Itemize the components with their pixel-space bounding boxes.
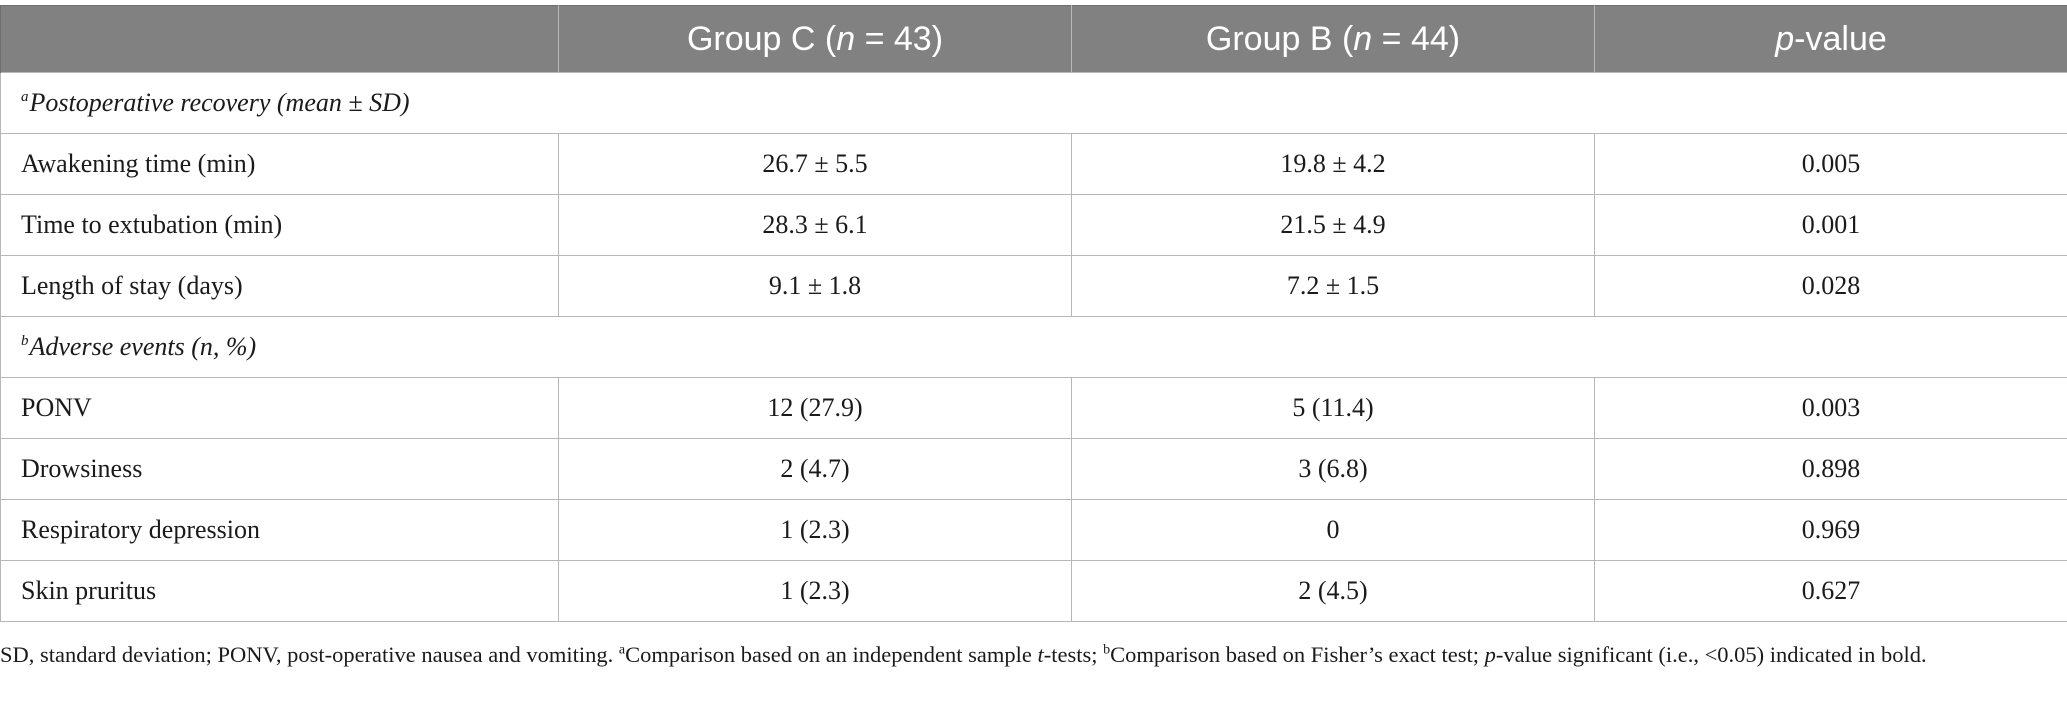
group-c-value: 12 (27.9)	[558, 377, 1072, 439]
group-b-value: 5 (11.4)	[1071, 377, 1595, 439]
group-c-value: 9.1 ± 1.8	[558, 255, 1072, 317]
group-b-value: 19.8 ± 4.2	[1071, 133, 1595, 195]
table-row: Skin pruritus 1 (2.3) 2 (4.5) 0.627	[0, 560, 2067, 622]
group-b-value: 7.2 ± 1.5	[1071, 255, 1595, 317]
header-group-b-label: Group B (	[1205, 19, 1354, 58]
table-row: Awakening time (min) 26.7 ± 5.5 19.8 ± 4…	[0, 133, 2067, 195]
header-group-b-n: n	[1353, 19, 1373, 58]
row-label: Length of stay (days)	[0, 255, 559, 317]
header-group-c-n: n	[836, 19, 856, 58]
footnote-p-italic: p	[1484, 642, 1496, 667]
section-marker: b	[21, 333, 29, 350]
footnote-marker-b: b	[1103, 642, 1111, 658]
table-header: Group C (n = 43) Group B (n = 44) p-valu…	[0, 5, 2067, 73]
group-c-value: 2 (4.7)	[558, 438, 1072, 500]
p-value: 0.028	[1594, 255, 2067, 317]
section-row-postoperative-recovery: aPostoperative recovery (mean ± SD)	[0, 72, 2067, 134]
table-footnote: SD, standard deviation; PONV, post-opera…	[0, 638, 2060, 672]
table-row: Respiratory depression 1 (2.3) 0 0.969	[0, 499, 2067, 561]
footnote-text-1: SD, standard deviation; PONV, post-opera…	[0, 642, 619, 667]
group-b-value: 3 (6.8)	[1071, 438, 1595, 500]
table-row: PONV 12 (27.9) 5 (11.4) 0.003	[0, 377, 2067, 439]
header-group-c: Group C (n = 43)	[558, 5, 1072, 73]
row-label: Drowsiness	[0, 438, 559, 500]
footnote-marker-a: a	[618, 642, 626, 658]
p-value: 0.005	[1594, 133, 2067, 195]
footnote-text-2: Comparison based on an independent sampl…	[625, 642, 1038, 667]
header-row: Group C (n = 43) Group B (n = 44) p-valu…	[0, 5, 2067, 73]
p-value: 0.969	[1594, 499, 2067, 561]
section-row-adverse-events: bAdverse events (n, %)	[0, 316, 2067, 378]
table-row: Time to extubation (min) 28.3 ± 6.1 21.5…	[0, 194, 2067, 256]
footnote-text-5: -value significant (i.e., <0.05) indicat…	[1495, 642, 1927, 667]
section-title-cell: bAdverse events (n, %)	[0, 316, 2067, 378]
header-p-italic: p	[1775, 19, 1795, 58]
header-p-rest: -value	[1794, 19, 1887, 58]
header-group-b-count: = 44)	[1372, 19, 1461, 58]
table-body: aPostoperative recovery (mean ± SD) Awak…	[0, 72, 2067, 622]
group-b-value: 2 (4.5)	[1071, 560, 1595, 622]
footnote-text-3: -tests;	[1043, 642, 1104, 667]
section-title-cell: aPostoperative recovery (mean ± SD)	[0, 72, 2067, 134]
group-b-value: 0	[1071, 499, 1595, 561]
group-c-value: 26.7 ± 5.5	[558, 133, 1072, 195]
group-b-value: 21.5 ± 4.9	[1071, 194, 1595, 256]
header-group-b: Group B (n = 44)	[1071, 5, 1595, 73]
section-title: Postoperative recovery (mean ± SD)	[29, 88, 410, 117]
group-c-value: 1 (2.3)	[558, 560, 1072, 622]
row-label: Respiratory depression	[0, 499, 559, 561]
table-row: Drowsiness 2 (4.7) 3 (6.8) 0.898	[0, 438, 2067, 500]
header-group-c-label: Group C (	[686, 19, 837, 58]
header-p-value: p-value	[1594, 5, 2067, 73]
section-marker: a	[21, 89, 29, 106]
footnote-text-4: Comparison based on Fisher’s exact test;	[1110, 642, 1485, 667]
group-c-value: 28.3 ± 6.1	[558, 194, 1072, 256]
results-table-container: Group C (n = 43) Group B (n = 44) p-valu…	[0, 5, 2067, 622]
p-value: 0.898	[1594, 438, 2067, 500]
results-table: Group C (n = 43) Group B (n = 44) p-valu…	[0, 5, 2067, 622]
footnote-t-italic: t	[1037, 642, 1044, 667]
p-value: 0.001	[1594, 194, 2067, 256]
p-value: 0.003	[1594, 377, 2067, 439]
table-row: Length of stay (days) 9.1 ± 1.8 7.2 ± 1.…	[0, 255, 2067, 317]
row-label: PONV	[0, 377, 559, 439]
row-label: Skin pruritus	[0, 560, 559, 622]
p-value: 0.627	[1594, 560, 2067, 622]
row-label: Time to extubation (min)	[0, 194, 559, 256]
group-c-value: 1 (2.3)	[558, 499, 1072, 561]
header-blank-cell	[0, 5, 559, 73]
header-group-c-count: = 43)	[855, 19, 944, 58]
section-title: Adverse events (n, %)	[29, 332, 257, 361]
row-label: Awakening time (min)	[0, 133, 559, 195]
